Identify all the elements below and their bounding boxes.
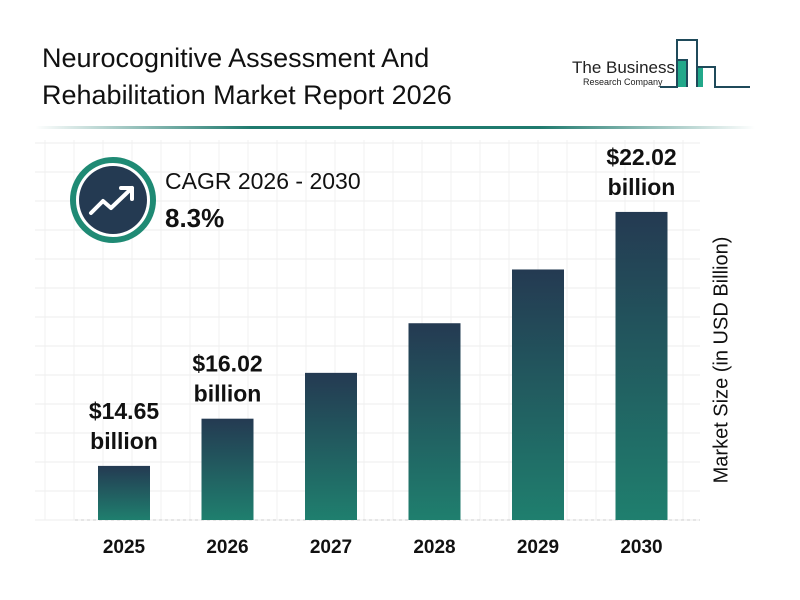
data-label-unit: billion [608,174,676,200]
data-label-value: $22.02 [606,144,676,170]
svg-text:Research Company: Research Company [583,77,663,87]
data-label-unit: billion [90,428,158,454]
data-label-value: $14.65 [89,398,160,424]
company-logo: The Business Research Company [565,35,755,100]
x-tick-label: 2028 [413,537,455,558]
x-tick-label: 2026 [206,537,248,558]
cagr-label: CAGR 2026 - 2030 [165,168,361,194]
svg-text:The Business: The Business [572,58,675,77]
header-divider [35,126,755,129]
x-tick-label: 2029 [517,537,559,558]
data-label-unit: billion [194,381,262,407]
x-tick-label: 2030 [620,537,662,558]
bar-2030 [615,211,668,520]
bar-2029 [512,269,564,520]
bar-2027 [305,372,357,520]
bar-2028 [408,323,461,520]
trending-up-icon [70,157,156,243]
title-line-2: Rehabilitation Market Report 2026 [42,80,452,110]
page-title: Neurocognitive Assessment And Rehabilita… [42,40,452,114]
bar-2026 [201,418,254,520]
x-tick-label: 2027 [310,537,352,558]
y-axis-label: Market Size (in USD Billion) [710,236,733,484]
data-label-value: $16.02 [192,351,262,377]
cagr-value: 8.3% [165,203,225,233]
bar-2025 [98,465,150,520]
x-tick-label: 2025 [103,537,146,558]
title-line-1: Neurocognitive Assessment And [42,43,430,73]
